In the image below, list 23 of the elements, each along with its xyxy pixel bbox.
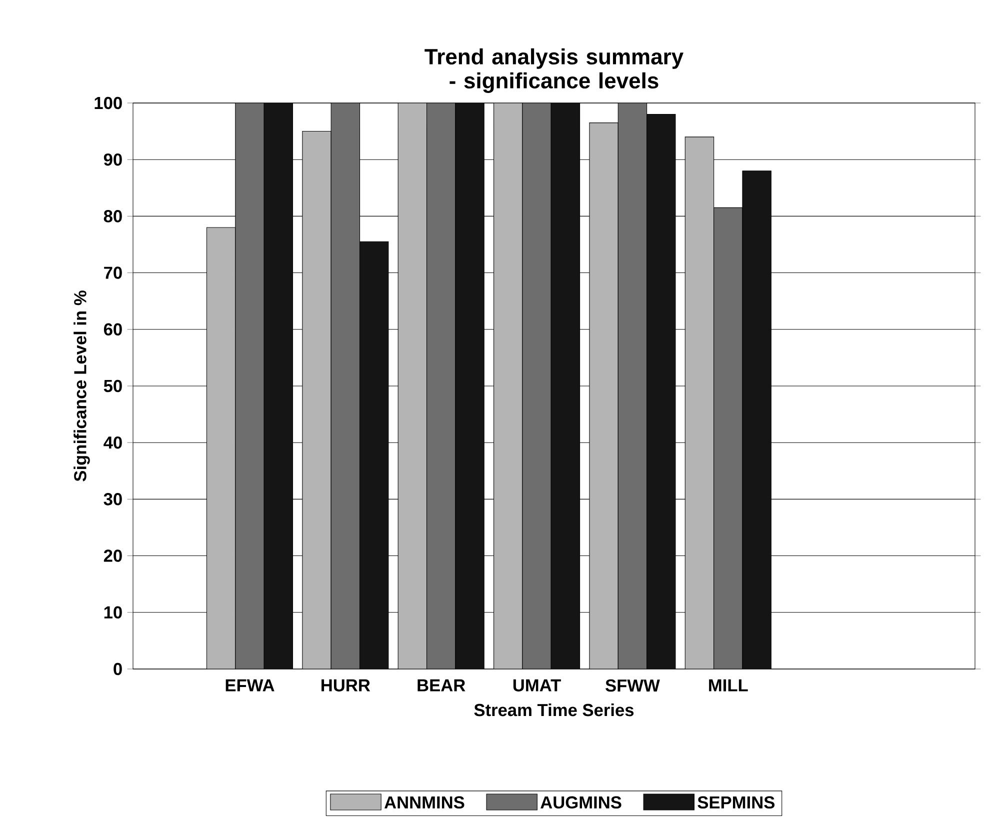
x-tick-label: BEAR	[418, 679, 466, 692]
y-tick-label: 90	[104, 153, 122, 166]
chart-title: Trend analysis summary - significance levels	[424, 48, 684, 93]
y-tick-label: 20	[104, 550, 122, 562]
x-tick-label: MILL	[709, 679, 748, 692]
x-tick-label: SFWW	[606, 679, 660, 692]
y-tick-label: 50	[104, 380, 122, 392]
y-tick-label: 80	[104, 210, 122, 222]
y-tick-label: 60	[104, 323, 122, 336]
y-tick-label: 10	[104, 606, 122, 619]
x-axis-title: Stream Time Series	[474, 703, 634, 716]
y-tick-label: 0	[114, 662, 122, 676]
y-tick-label: 70	[104, 266, 122, 279]
x-tick-label: HURR	[322, 679, 370, 692]
legend-label: SEPMINS	[698, 796, 775, 809]
legend-label: ANNMINS	[384, 796, 464, 809]
y-tick-label: 100	[94, 96, 122, 110]
y-tick-label: 40	[104, 436, 122, 449]
x-tick-label: UMAT	[513, 679, 561, 692]
legend-label: AUGMINS	[540, 796, 622, 809]
x-tick-label: EFWA	[226, 679, 274, 692]
y-axis-title: Significance Level in %	[74, 290, 90, 482]
y-tick-label: 30	[104, 493, 122, 506]
